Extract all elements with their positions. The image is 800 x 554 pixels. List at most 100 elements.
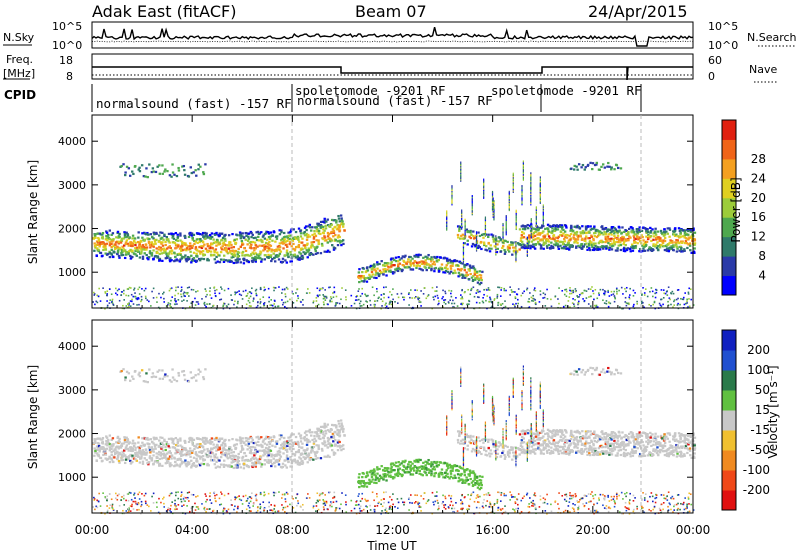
power-cell: [671, 290, 674, 293]
power-cell: [526, 254, 528, 257]
power-cell: [439, 266, 442, 269]
velocity-cell: [278, 453, 281, 457]
power-cell: [316, 287, 319, 290]
power-cell: [342, 242, 345, 246]
power-cell: [606, 228, 610, 231]
power-cell: [580, 247, 584, 250]
power-cell: [318, 294, 321, 296]
power-cell: [107, 233, 110, 237]
power-cell: [331, 300, 333, 303]
power-cell: [92, 301, 95, 303]
power-cell: [99, 251, 103, 255]
power-cell: [520, 294, 523, 297]
power-cell: [253, 249, 256, 252]
power-cell: [633, 239, 636, 242]
velocity-cell: [128, 441, 131, 444]
velocity-cell: [272, 462, 276, 465]
power-cell: [675, 250, 679, 253]
power-cell: [542, 292, 545, 294]
power-cell: [543, 296, 546, 299]
power-cell: [475, 301, 478, 304]
velocity-cell: [193, 447, 196, 451]
velocity-cell: [140, 369, 144, 372]
power-cell: [380, 307, 382, 310]
power-cell: [181, 165, 184, 168]
velocity-cell: [116, 457, 119, 460]
power-cell: [227, 244, 231, 247]
power-cell: [484, 220, 487, 223]
power-cell: [339, 214, 343, 217]
power-cell: [515, 302, 517, 305]
power-cell: [174, 294, 176, 297]
power-cell: [123, 244, 126, 247]
y-tick-label: 3000: [58, 179, 86, 192]
power-cell: [301, 241, 304, 244]
power-cell: [168, 289, 171, 292]
power-cell: [652, 303, 654, 306]
power-cell: [565, 295, 568, 298]
power-cell: [112, 304, 115, 307]
power-cell: [670, 292, 672, 294]
power-cell: [515, 259, 517, 262]
power-cell: [483, 243, 486, 247]
power-cell: [521, 184, 523, 187]
power-cell: [431, 307, 434, 310]
velocity-echoes: [92, 365, 697, 515]
power-cell: [526, 247, 528, 250]
power-cell: [515, 247, 517, 250]
power-cell: [473, 236, 477, 239]
power-cell: [396, 264, 400, 268]
power-cell: [421, 260, 424, 263]
power-cell: [179, 232, 182, 235]
power-cell: [462, 257, 465, 260]
power-cell: [619, 237, 623, 240]
power-cell: [526, 227, 530, 230]
power-cell: [143, 238, 147, 241]
power-cell: [222, 258, 225, 261]
power-cell: [152, 237, 155, 240]
velocity-cell: [138, 446, 141, 449]
power-cell: [340, 298, 342, 301]
velocity-cell: [230, 451, 233, 454]
power-cell: [460, 162, 462, 165]
power-cell: [129, 300, 132, 302]
power-cell: [195, 174, 198, 177]
power-cell: [665, 230, 668, 233]
velocity-cell: [140, 445, 143, 448]
power-cell: [231, 253, 235, 257]
power-cell: [465, 274, 468, 278]
power-cell: [535, 206, 537, 209]
power-cell: [113, 246, 117, 249]
power-cell: [323, 295, 325, 298]
power-cell: [104, 307, 106, 310]
power-cell: [482, 296, 484, 299]
power-cell: [612, 229, 615, 232]
power-cell: [630, 246, 633, 249]
power-cell: [251, 256, 254, 260]
power-cell: [271, 257, 274, 261]
velocity-cell: [306, 461, 309, 464]
power-cell: [97, 248, 100, 251]
power-cell: [411, 297, 413, 299]
power-cell: [204, 247, 208, 250]
velocity-cell: [223, 448, 226, 451]
velocity-cell: [168, 379, 172, 382]
velocity-cell: [299, 462, 302, 465]
power-cell: [610, 226, 614, 229]
power-cell: [405, 262, 409, 265]
power-cell: [688, 305, 691, 308]
power-cell: [169, 246, 172, 250]
power-cell: [522, 165, 524, 168]
power-cell: [306, 242, 309, 245]
power-cell: [335, 219, 338, 222]
power-cell: [577, 301, 580, 304]
velocity-cell: [264, 446, 268, 450]
velocity-cell: [236, 465, 239, 468]
power-cell: [460, 303, 462, 305]
velocity-cell: [145, 372, 148, 375]
power-cell: [265, 230, 268, 233]
power-cell: [139, 244, 142, 248]
power-cell: [502, 230, 504, 233]
velocity-cell: [267, 454, 270, 457]
power-cell: [145, 167, 148, 170]
